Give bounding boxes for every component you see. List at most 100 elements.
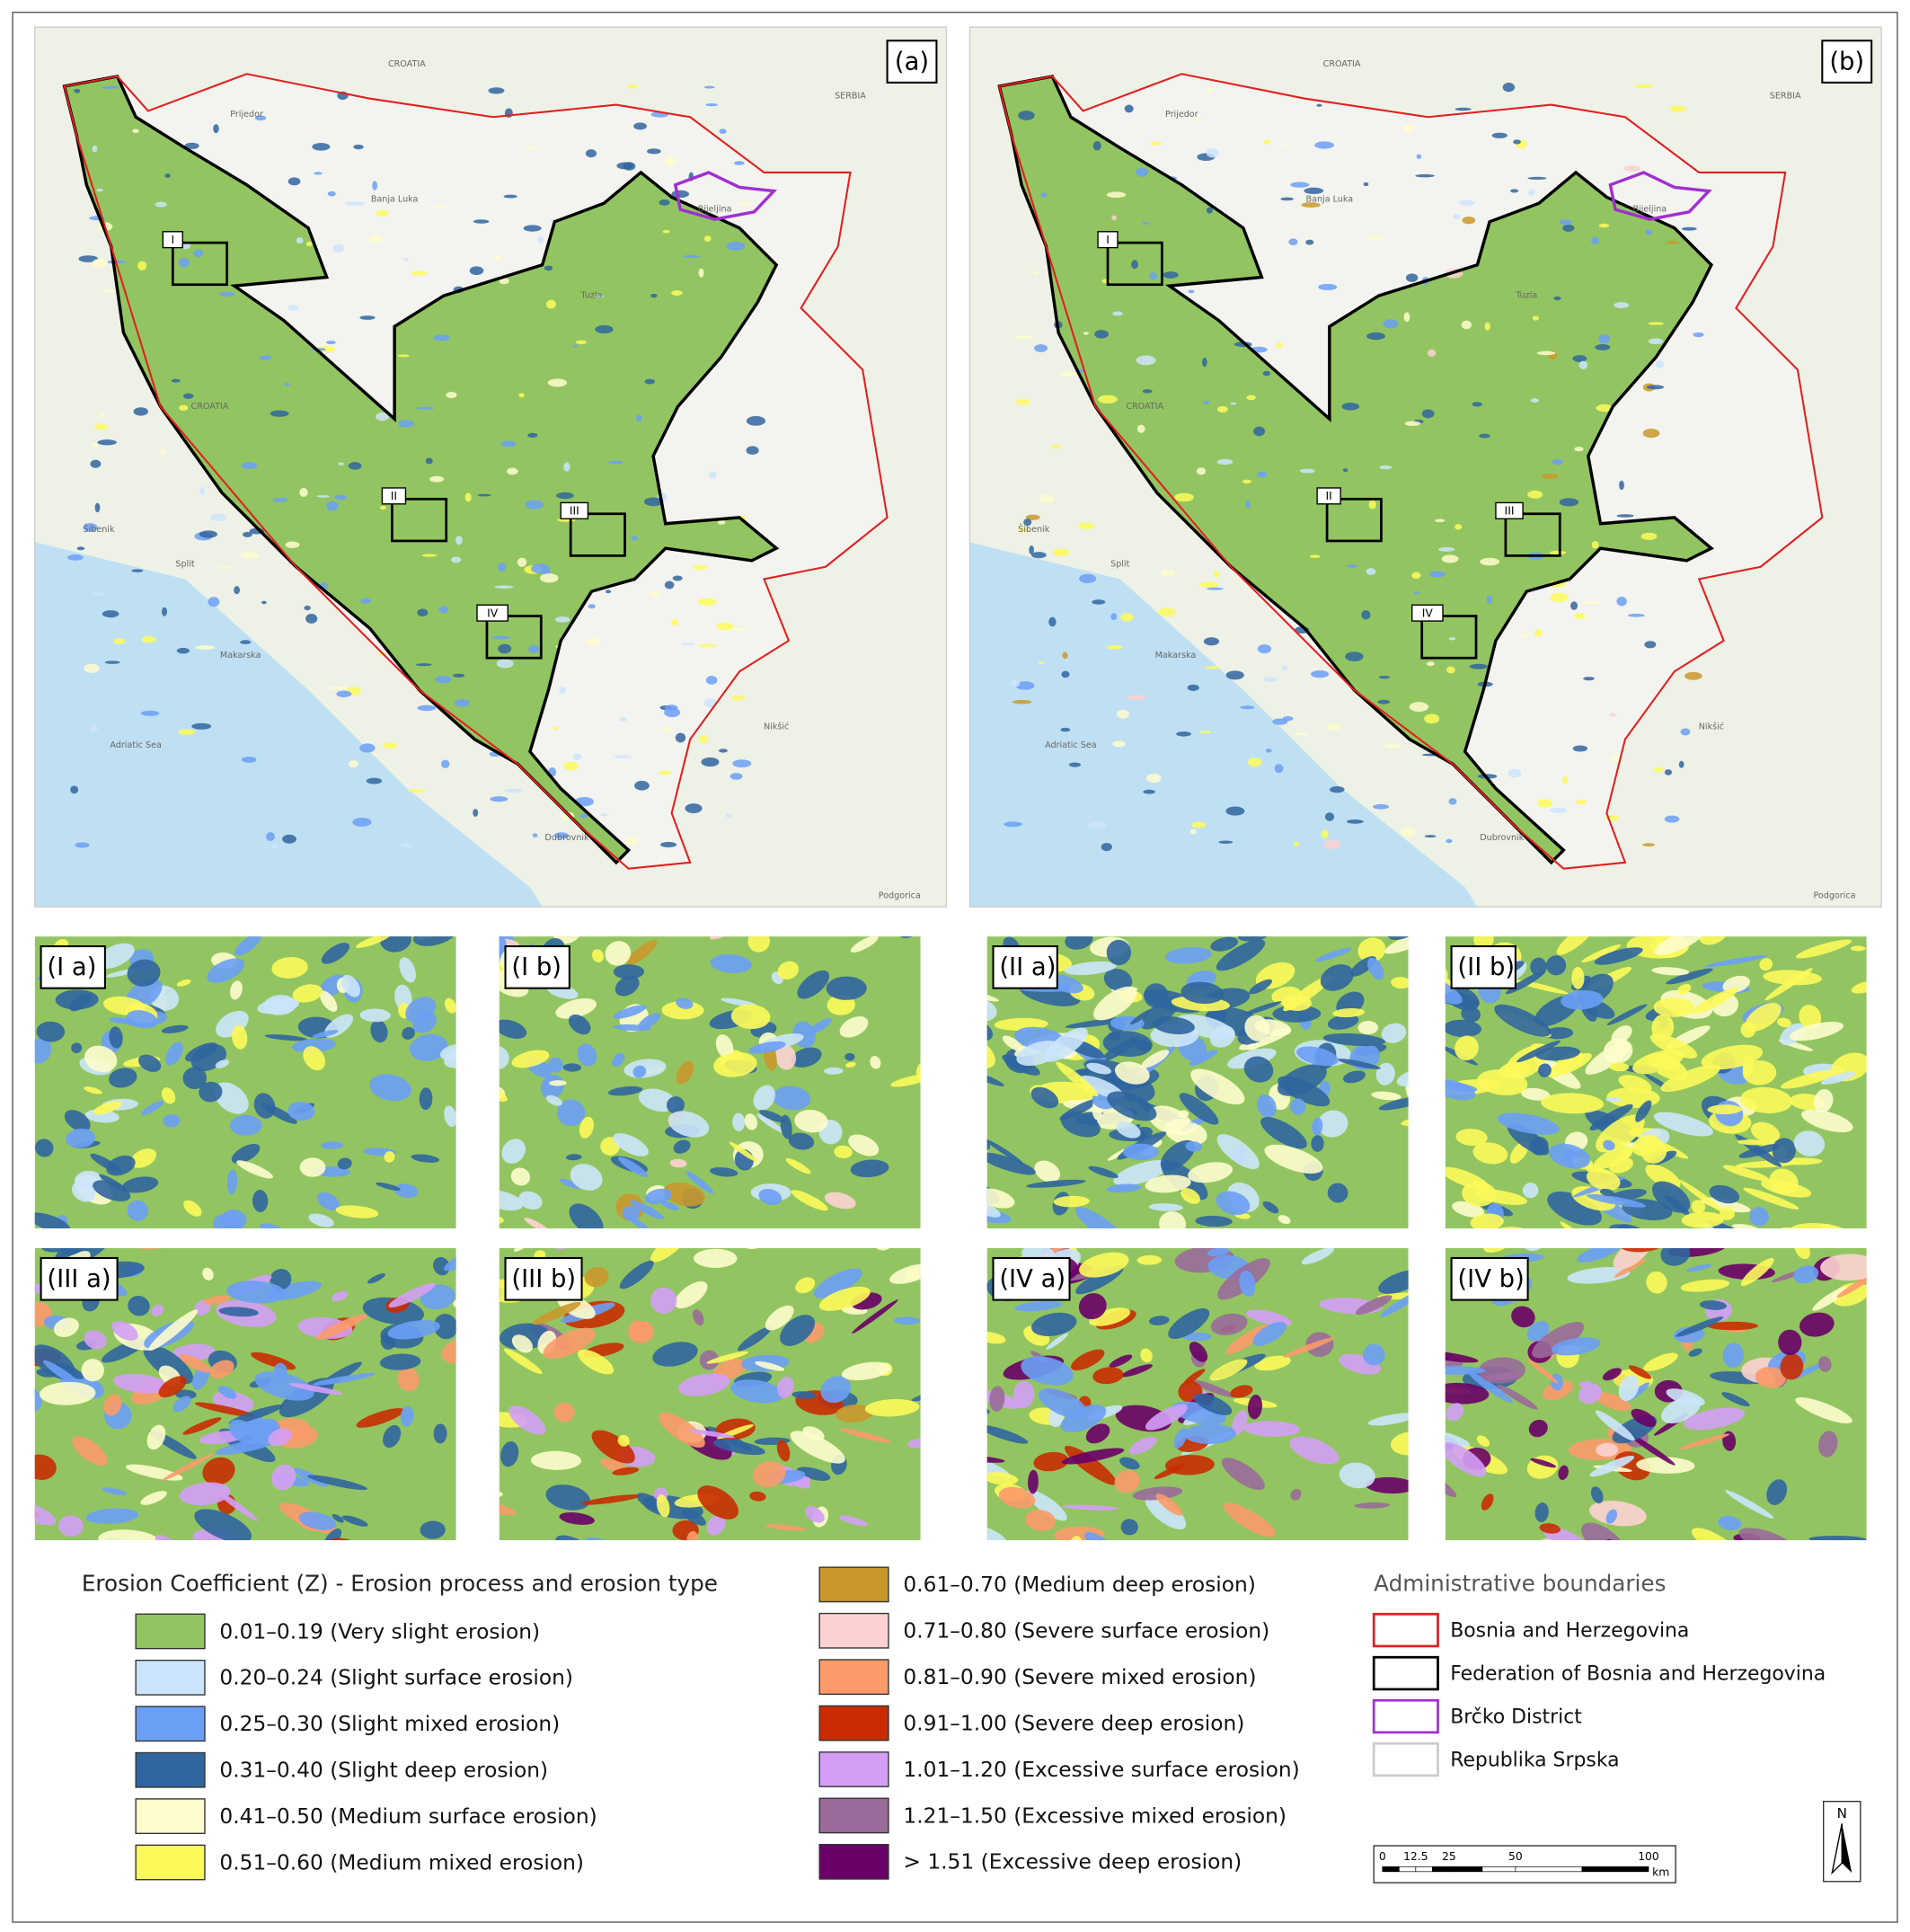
erosion-patch xyxy=(1791,1222,1848,1229)
erosion-patch xyxy=(1532,315,1540,321)
erosion-patch xyxy=(492,255,502,261)
erosion-patch xyxy=(588,604,596,609)
erosion-patch xyxy=(1179,1093,1219,1125)
erosion-patch xyxy=(1078,1293,1107,1320)
inset-tag xyxy=(40,945,106,989)
place-label: Dubrovnik xyxy=(1480,833,1525,843)
erosion-patch xyxy=(1301,202,1321,208)
erosion-patch xyxy=(500,440,517,448)
erosion-patch xyxy=(907,1438,921,1449)
zoom-tag xyxy=(476,604,508,622)
erosion-patch xyxy=(260,1223,296,1229)
erosion-patch xyxy=(1368,235,1385,240)
erosion-patch xyxy=(1089,1307,1131,1326)
scale-unit: km xyxy=(1652,1866,1669,1879)
zoom-box xyxy=(1325,497,1383,543)
scale-tick-label: 25 xyxy=(1442,1850,1456,1863)
erosion-patch xyxy=(1426,661,1435,667)
erosion-patch xyxy=(968,1085,986,1096)
erosion-patch xyxy=(1253,426,1266,437)
erosion-patch xyxy=(1088,1165,1119,1179)
erosion-patch xyxy=(796,1467,831,1481)
erosion-patch xyxy=(824,1192,856,1210)
erosion-patch xyxy=(64,1110,91,1132)
erosion-patch xyxy=(229,1114,262,1136)
erosion-patch xyxy=(753,1085,775,1111)
erosion-patch xyxy=(1342,468,1348,473)
erosion-patch xyxy=(84,1045,118,1073)
erosion-patch xyxy=(553,936,584,944)
erosion-patch xyxy=(208,597,220,607)
erosion-patch xyxy=(1018,527,1028,533)
zoom-label: II xyxy=(1326,490,1332,502)
erosion-patch xyxy=(1368,500,1376,510)
erosion-patch xyxy=(1545,955,1567,976)
erosion-patch xyxy=(1148,1316,1170,1325)
erosion-patch xyxy=(1606,1004,1648,1025)
erosion-patch xyxy=(1640,532,1658,540)
erosion-patch xyxy=(433,1314,456,1340)
erosion-patch xyxy=(562,1063,582,1072)
erosion-patch xyxy=(1654,936,1704,955)
erosion-patch xyxy=(1465,1592,1498,1620)
erosion-patch xyxy=(625,1215,650,1229)
erosion-patch xyxy=(703,235,712,243)
erosion-patch xyxy=(1743,1187,1799,1210)
legend-label: 0.01–0.19 (Very slight erosion) xyxy=(219,1619,540,1644)
erosion-patch xyxy=(268,1428,293,1447)
erosion-patch xyxy=(1263,677,1278,682)
erosion-patch xyxy=(1648,338,1664,345)
erosion-patch xyxy=(183,1200,202,1217)
erosion-patch xyxy=(1502,83,1516,93)
erosion-patch xyxy=(1808,1535,1867,1540)
admin-label: Republika Srpska xyxy=(1450,1749,1619,1771)
erosion-patch xyxy=(218,1307,259,1317)
erosion-patch xyxy=(1478,1357,1525,1384)
erosion-patch xyxy=(1106,645,1123,650)
erosion-patch xyxy=(685,803,703,813)
erosion-patch xyxy=(412,1011,438,1033)
erosion-patch xyxy=(1112,740,1126,748)
erosion-patch xyxy=(1283,144,1289,147)
erosion-patch xyxy=(399,957,416,983)
erosion-patch xyxy=(650,590,659,597)
place-label: Prijedor xyxy=(230,110,263,120)
erosion-patch xyxy=(1651,967,1690,976)
erosion-patch xyxy=(1173,1428,1188,1449)
erosion-patch xyxy=(1766,1479,1788,1505)
erosion-patch xyxy=(933,1158,955,1183)
erosion-patch xyxy=(1205,908,1269,926)
erosion-patch xyxy=(1653,767,1664,773)
erosion-patch xyxy=(1106,939,1132,966)
legend-swatch xyxy=(818,1566,889,1603)
erosion-patch xyxy=(1216,1134,1260,1170)
erosion-patch xyxy=(504,788,523,793)
erosion-patch xyxy=(1409,702,1429,713)
erosion-patch xyxy=(1616,597,1627,607)
erosion-patch xyxy=(524,1218,549,1229)
place-label: Banja Luka xyxy=(1306,195,1354,205)
erosion-patch xyxy=(130,1148,157,1168)
erosion-patch xyxy=(92,592,104,596)
erosion-patch xyxy=(103,1394,122,1416)
erosion-patch xyxy=(702,910,729,931)
erosion-patch xyxy=(1375,1062,1395,1086)
erosion-patch xyxy=(713,1051,757,1077)
erosion-patch xyxy=(888,912,919,935)
erosion-patch xyxy=(42,1360,83,1388)
erosion-patch xyxy=(1680,1279,1730,1292)
erosion-patch xyxy=(1666,241,1679,244)
zoom-box xyxy=(569,512,626,557)
erosion-patch xyxy=(1327,1183,1348,1203)
scale-segment xyxy=(1415,1866,1433,1873)
erosion-patch xyxy=(1290,1098,1306,1115)
erosion-patch xyxy=(1698,936,1730,945)
erosion-patch xyxy=(1255,1552,1305,1590)
erosion-patch xyxy=(335,1205,379,1219)
erosion-patch xyxy=(1542,473,1559,480)
erosion-patch xyxy=(162,1453,215,1481)
erosion-patch xyxy=(1643,1352,1678,1371)
inset-label: (IV a) xyxy=(999,1265,1066,1293)
erosion-patch xyxy=(1897,1073,1910,1088)
erosion-patch xyxy=(715,1034,734,1059)
